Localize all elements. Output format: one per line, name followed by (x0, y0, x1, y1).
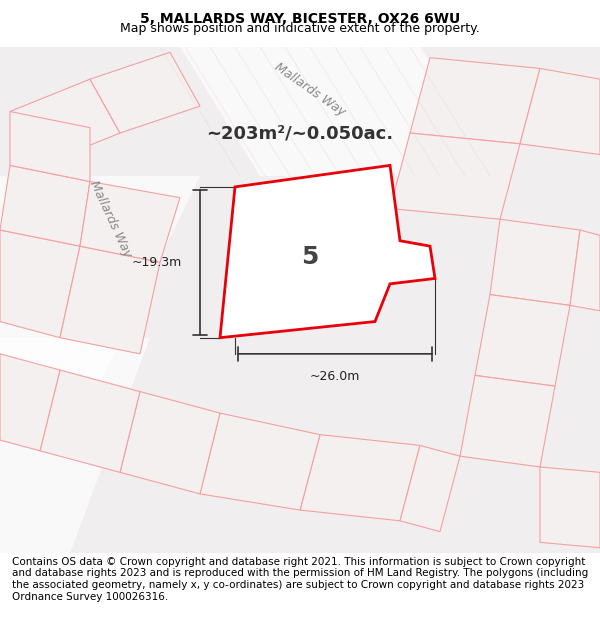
Polygon shape (90, 52, 200, 133)
Text: 5: 5 (301, 245, 319, 269)
Polygon shape (0, 176, 200, 424)
Polygon shape (400, 446, 460, 532)
Text: ~19.3m: ~19.3m (132, 256, 182, 269)
Polygon shape (475, 294, 570, 386)
Polygon shape (120, 391, 220, 494)
Polygon shape (10, 111, 90, 181)
Polygon shape (0, 47, 600, 553)
Polygon shape (460, 376, 555, 467)
Polygon shape (300, 434, 420, 521)
Polygon shape (0, 166, 90, 246)
Polygon shape (390, 133, 520, 219)
Polygon shape (410, 58, 540, 144)
Polygon shape (540, 467, 600, 548)
Polygon shape (220, 166, 435, 338)
Text: ~203m²/~0.050ac.: ~203m²/~0.050ac. (206, 124, 394, 142)
Text: ~26.0m: ~26.0m (310, 370, 360, 383)
Polygon shape (0, 230, 80, 338)
Text: 5, MALLARDS WAY, BICESTER, OX26 6WU: 5, MALLARDS WAY, BICESTER, OX26 6WU (140, 12, 460, 26)
Polygon shape (180, 47, 500, 176)
Polygon shape (570, 230, 600, 311)
Text: Mallards Way: Mallards Way (86, 179, 133, 260)
Polygon shape (80, 181, 180, 262)
Polygon shape (200, 413, 320, 510)
Text: Contains OS data © Crown copyright and database right 2021. This information is : Contains OS data © Crown copyright and d… (12, 557, 588, 601)
Text: Map shows position and indicative extent of the property.: Map shows position and indicative extent… (120, 22, 480, 35)
Polygon shape (0, 338, 150, 553)
Polygon shape (60, 246, 160, 354)
Polygon shape (40, 370, 140, 472)
Text: Mallards Way: Mallards Way (272, 61, 348, 119)
Polygon shape (0, 354, 60, 451)
Polygon shape (490, 219, 580, 306)
Polygon shape (520, 68, 600, 154)
Polygon shape (10, 79, 120, 166)
